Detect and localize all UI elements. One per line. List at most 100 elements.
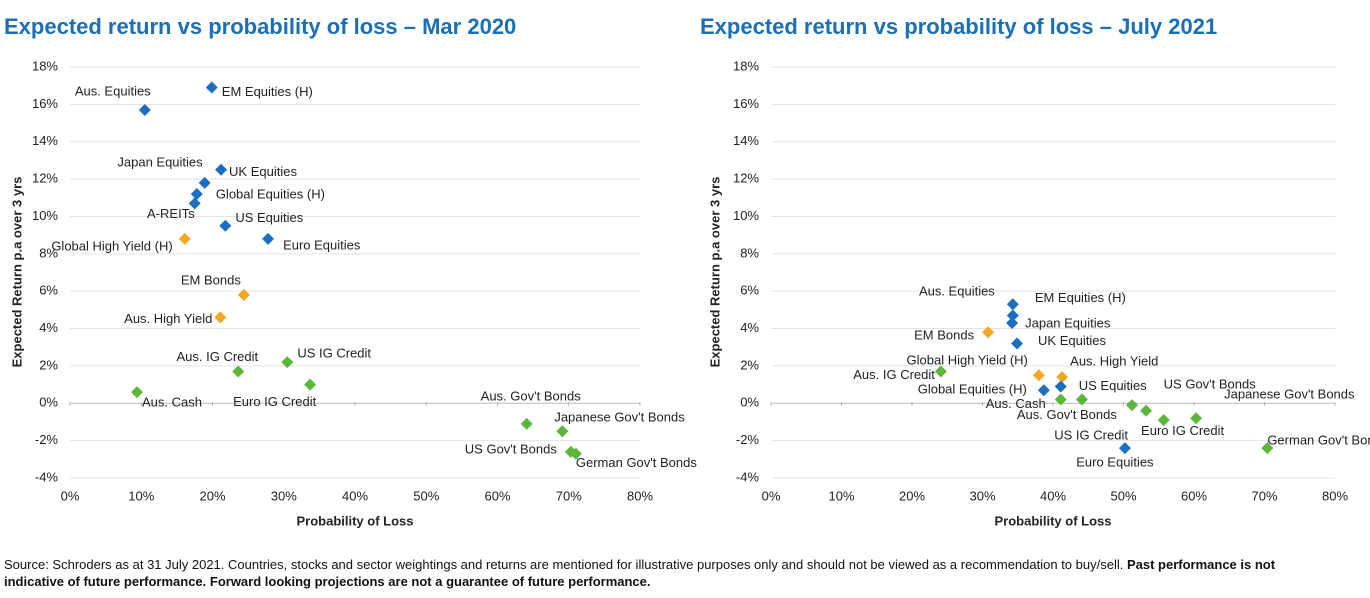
point bbox=[178, 232, 191, 245]
point bbox=[1125, 399, 1138, 412]
y-tick-label: 2% bbox=[39, 357, 58, 372]
point-label: Global High Yield (H) bbox=[51, 238, 172, 253]
point-label: Japanese Gov't Bonds bbox=[1224, 387, 1355, 402]
point-label: US IG Credit bbox=[297, 346, 371, 361]
y-tick-label: 2% bbox=[740, 357, 759, 372]
point bbox=[1261, 442, 1274, 455]
footer-bold: Past performance is not indicative of fu… bbox=[4, 557, 1276, 589]
y-axis-title: Expected Return p.a over 3 yrs bbox=[707, 177, 722, 368]
point bbox=[281, 356, 294, 369]
y-tick-label: 6% bbox=[39, 283, 58, 298]
y-tick-label: 8% bbox=[39, 245, 58, 260]
footer: Source: Schroders as at 31 July 2021. Co… bbox=[4, 556, 1304, 590]
point-label: Euro IG Credit bbox=[1141, 423, 1224, 438]
point-label: US Equities bbox=[235, 210, 303, 225]
y-tick-label: -2% bbox=[35, 432, 59, 447]
point-label: A-REITs bbox=[147, 206, 195, 221]
y-tick-label: 16% bbox=[32, 96, 58, 111]
point-label: EM Bonds bbox=[914, 328, 974, 343]
x-tick-label: 60% bbox=[1181, 488, 1207, 503]
y-tick-label: -4% bbox=[35, 469, 59, 484]
y-tick-label: -2% bbox=[736, 432, 760, 447]
point bbox=[188, 197, 201, 210]
point-label: Japan Equities bbox=[117, 154, 203, 169]
point bbox=[262, 232, 275, 245]
y-tick-label: 16% bbox=[733, 96, 759, 111]
x-axis-title: Probability of Loss bbox=[296, 513, 413, 528]
point-label: EM Equities (H) bbox=[1035, 290, 1126, 305]
point bbox=[1140, 404, 1153, 417]
x-tick-label: 50% bbox=[1110, 488, 1136, 503]
point bbox=[1054, 380, 1067, 393]
y-tick-label: 0% bbox=[39, 395, 58, 410]
point bbox=[1006, 298, 1019, 311]
x-tick-label: 70% bbox=[556, 488, 582, 503]
point-label: Aus. Equities bbox=[919, 284, 995, 299]
x-tick-label: 50% bbox=[413, 488, 439, 503]
point-label: Aus. Cash bbox=[986, 396, 1046, 411]
point bbox=[1190, 412, 1203, 425]
point bbox=[1157, 414, 1170, 427]
point-label: Global High Yield (H) bbox=[907, 353, 1028, 368]
y-tick-label: 10% bbox=[32, 208, 58, 223]
point-label: Euro IG Credit bbox=[233, 394, 316, 409]
point bbox=[520, 417, 533, 430]
y-axis-title: Expected Return p.a over 3 yrs bbox=[9, 177, 24, 368]
point-label: EM Bonds bbox=[181, 272, 241, 287]
point bbox=[1006, 309, 1019, 322]
x-tick-label: 20% bbox=[899, 488, 925, 503]
x-tick-label: 30% bbox=[271, 488, 297, 503]
point-label: Aus. IG Credit bbox=[853, 367, 935, 382]
charts: Expected return vs probability of loss –… bbox=[4, 14, 1370, 529]
point bbox=[1054, 393, 1067, 406]
x-tick-label: 0% bbox=[762, 488, 781, 503]
point bbox=[215, 163, 228, 176]
point bbox=[934, 365, 947, 378]
point bbox=[569, 447, 582, 460]
point bbox=[205, 81, 218, 94]
point-label: Global Equities (H) bbox=[918, 382, 1027, 397]
point-label: Aus. Gov't Bonds bbox=[1017, 407, 1118, 422]
y-tick-label: 4% bbox=[740, 320, 759, 335]
y-tick-label: 12% bbox=[733, 171, 759, 186]
point bbox=[190, 188, 203, 201]
y-tick-label: 14% bbox=[32, 133, 58, 148]
point bbox=[982, 326, 995, 339]
point bbox=[1056, 371, 1069, 384]
point bbox=[1118, 442, 1131, 455]
x-tick-label: 20% bbox=[199, 488, 225, 503]
point bbox=[138, 103, 151, 116]
y-tick-label: -4% bbox=[736, 469, 760, 484]
point bbox=[556, 425, 569, 438]
y-tick-label: 4% bbox=[39, 320, 58, 335]
y-tick-label: 18% bbox=[733, 58, 759, 73]
point-label: Japan Equities bbox=[1025, 315, 1111, 330]
point-label: Aus. IG Credit bbox=[177, 349, 259, 364]
chart-title: Expected return vs probability of loss –… bbox=[4, 14, 516, 39]
y-tick-label: 12% bbox=[32, 171, 58, 186]
point-label: Euro Equities bbox=[283, 237, 361, 252]
x-tick-label: 10% bbox=[828, 488, 854, 503]
footer-text: Source: Schroders as at 31 July 2021. Co… bbox=[4, 557, 1124, 572]
x-tick-label: 40% bbox=[1040, 488, 1066, 503]
x-tick-label: 70% bbox=[1251, 488, 1277, 503]
x-axis-title: Probability of Loss bbox=[994, 513, 1111, 528]
point-label: German Gov't Bonds bbox=[576, 455, 697, 470]
point-label: US IG Credit bbox=[1054, 428, 1128, 443]
point-label: Aus. High Yield bbox=[124, 311, 212, 326]
point bbox=[1011, 337, 1024, 350]
point bbox=[237, 288, 250, 301]
point-label: Aus. High Yield bbox=[1070, 354, 1158, 369]
point bbox=[214, 311, 227, 324]
point bbox=[130, 386, 143, 399]
point bbox=[1006, 316, 1019, 329]
point bbox=[304, 378, 317, 391]
x-tick-label: 40% bbox=[342, 488, 368, 503]
point bbox=[232, 365, 245, 378]
point bbox=[1032, 369, 1045, 382]
point-label: Global Equities (H) bbox=[216, 186, 325, 201]
point-label: Aus. Cash bbox=[142, 395, 202, 410]
y-tick-label: 8% bbox=[740, 245, 759, 260]
point bbox=[198, 176, 211, 189]
point-label: UK Equities bbox=[1038, 333, 1106, 348]
